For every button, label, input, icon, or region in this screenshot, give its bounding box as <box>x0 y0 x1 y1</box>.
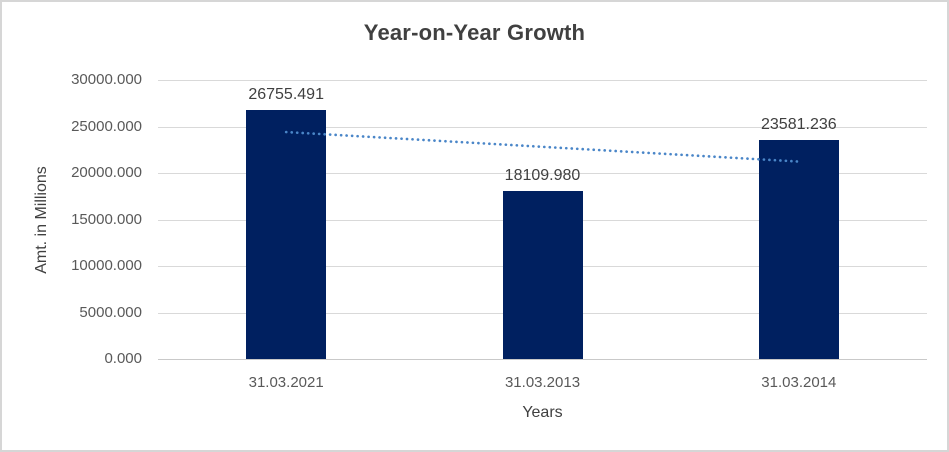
y-tick-label: 20000.000 <box>71 164 142 181</box>
x-axis-title: Years <box>522 404 563 421</box>
bar-data-label: 18109.980 <box>504 166 581 184</box>
bar-data-label: 26755.491 <box>248 86 324 104</box>
gridline <box>158 126 927 128</box>
x-tick-label: 31.03.2014 <box>761 374 837 391</box>
chart-title: Year-on-Year Growth <box>363 20 586 45</box>
y-tick-label: 0.000 <box>104 350 142 367</box>
y-tick-label: 10000.000 <box>71 257 142 274</box>
bar-31.03.2014 <box>758 139 839 359</box>
bar-31.03.2013 <box>502 190 583 359</box>
x-tick-label: 31.03.2021 <box>248 374 324 391</box>
trendline <box>284 130 801 163</box>
gridline <box>158 173 927 174</box>
trendline-path <box>284 130 801 163</box>
x-tick-label: 31.03.2013 <box>504 374 581 391</box>
y-tick-label: 30000.000 <box>71 71 142 88</box>
plot-area: 26755.491 18109.980 23581.236 <box>158 80 927 360</box>
bar-31.03.2021 <box>246 110 327 359</box>
x-axis-line <box>158 359 927 360</box>
gridline <box>158 80 927 81</box>
y-tick-label: 15000.000 <box>71 210 142 228</box>
y-tick-label: 25000.000 <box>71 117 142 135</box>
y-tick-label: 5000.000 <box>79 303 142 321</box>
bar-data-label: 23581.236 <box>761 115 837 133</box>
